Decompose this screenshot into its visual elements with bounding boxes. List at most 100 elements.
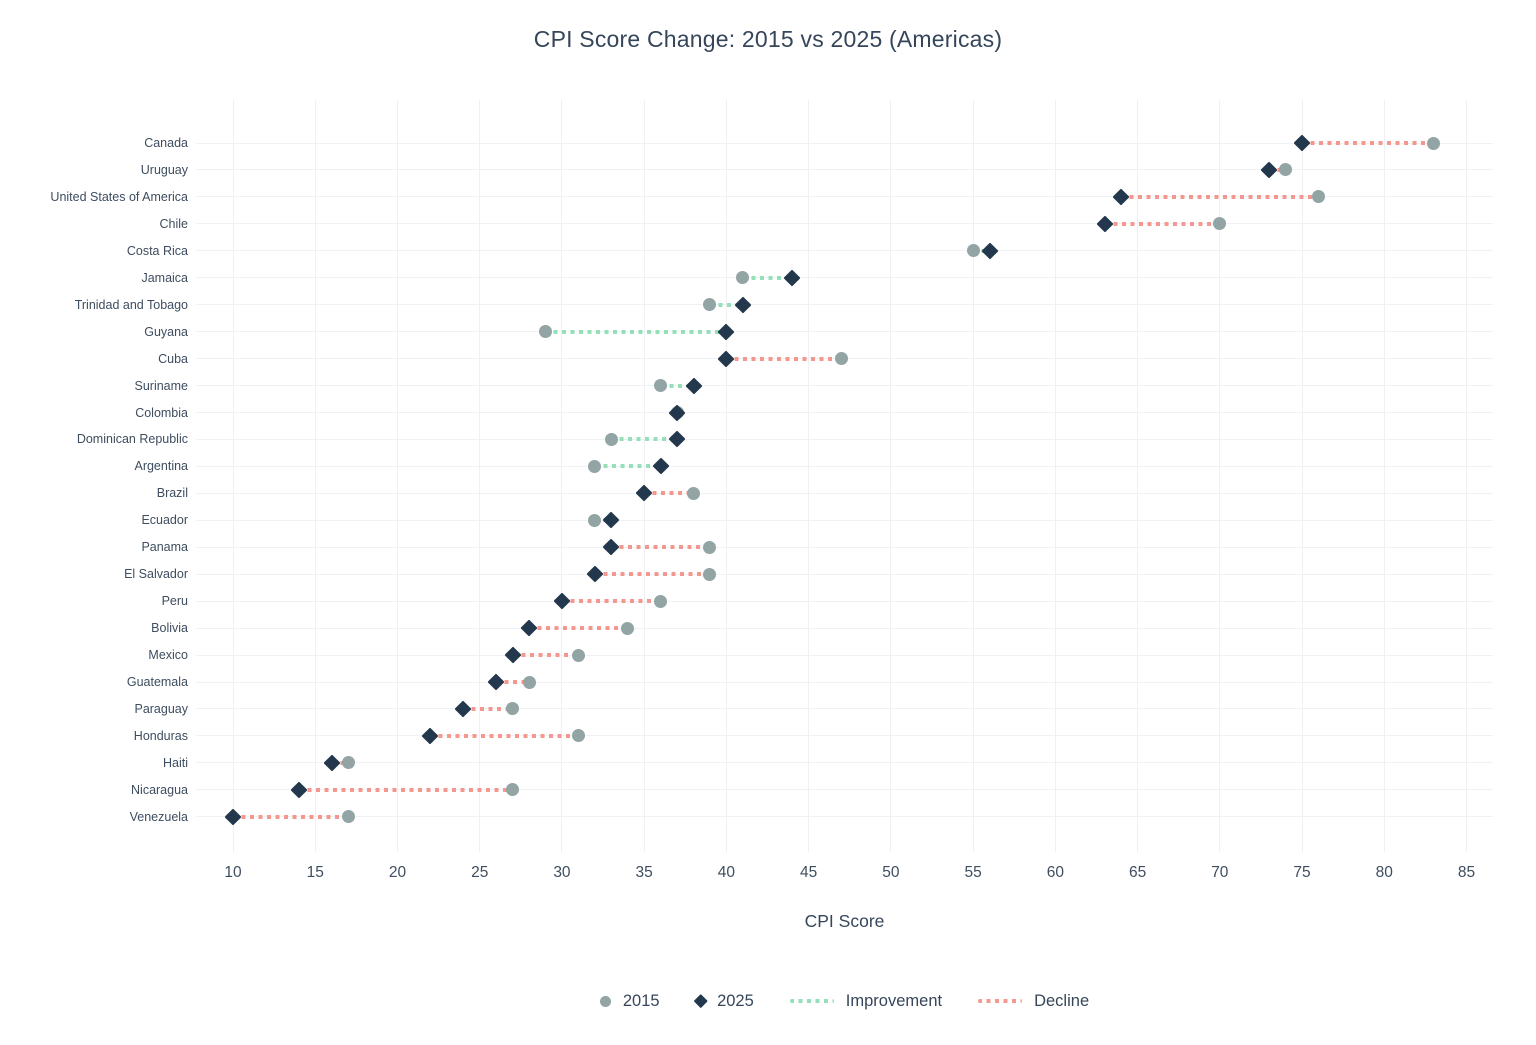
row-label-guyana: Guyana bbox=[144, 324, 188, 339]
row-label-chile: Chile bbox=[159, 216, 189, 231]
gridline-horizontal bbox=[196, 277, 1493, 279]
gridline-horizontal bbox=[196, 708, 1493, 710]
marker-2025-diamond bbox=[981, 242, 999, 260]
gridline-vertical bbox=[643, 100, 645, 852]
row-label-venezuela: Venezuela bbox=[129, 809, 188, 824]
legend-label: Improvement bbox=[845, 991, 943, 1010]
gridline-vertical bbox=[314, 100, 316, 852]
marker-2015-dot bbox=[506, 783, 520, 797]
connector-decline bbox=[529, 626, 628, 631]
legend-item-2025[interactable]: 2025 bbox=[693, 991, 754, 1011]
marker-2025-diamond bbox=[685, 377, 703, 395]
connector-improvement bbox=[545, 329, 727, 334]
marker-2015-dot bbox=[341, 810, 355, 824]
marker-2015-dot bbox=[604, 432, 618, 446]
x-tick-label: 80 bbox=[1375, 864, 1393, 881]
gridline-vertical bbox=[1219, 100, 1221, 852]
connector-decline bbox=[512, 653, 579, 658]
x-tick-label: 75 bbox=[1293, 864, 1311, 881]
marker-2025-diamond bbox=[1260, 161, 1278, 179]
connector-improvement bbox=[709, 302, 743, 307]
connector-decline bbox=[1104, 221, 1220, 226]
marker-2025-diamond bbox=[224, 808, 242, 826]
row-label-argentina: Argentina bbox=[134, 459, 188, 474]
gridline-horizontal bbox=[196, 735, 1493, 737]
x-tick-label: 15 bbox=[306, 864, 324, 881]
marker-2015-dot bbox=[1427, 136, 1441, 150]
x-tick-label: 50 bbox=[882, 864, 900, 881]
marker-2025-diamond bbox=[668, 430, 686, 448]
gridline-vertical bbox=[890, 100, 892, 852]
chart-title: CPI Score Change: 2015 vs 2025 (Americas… bbox=[533, 26, 1003, 52]
legend: 2015 2025 Improvement Decline bbox=[196, 986, 1493, 1016]
marker-2015-dot bbox=[687, 486, 701, 500]
row-label-cuba: Cuba bbox=[158, 351, 188, 366]
marker-2015-dot bbox=[654, 379, 668, 393]
legend-item-improvement[interactable]: Improvement bbox=[789, 991, 943, 1011]
gridline-vertical bbox=[1054, 100, 1056, 852]
legend-label: 2025 bbox=[717, 991, 754, 1010]
marker-2015-dot bbox=[506, 702, 520, 716]
gridline-horizontal bbox=[196, 465, 1493, 467]
marker-2025-diamond bbox=[323, 754, 341, 772]
gridline-horizontal bbox=[196, 331, 1493, 333]
row-label-nicaragua: Nicaragua bbox=[131, 782, 188, 797]
x-tick-label: 20 bbox=[388, 864, 407, 881]
x-tick-label: 55 bbox=[964, 864, 982, 881]
marker-2025-diamond bbox=[1293, 134, 1311, 152]
circle-2015-icon bbox=[599, 995, 611, 1007]
gridline-vertical bbox=[479, 100, 481, 852]
connector-decline bbox=[594, 572, 710, 577]
marker-2015-dot bbox=[571, 729, 585, 743]
marker-2025-diamond bbox=[602, 511, 620, 529]
marker-2025-diamond bbox=[717, 350, 735, 368]
marker-2015-dot bbox=[588, 459, 602, 473]
marker-2025-diamond bbox=[602, 538, 620, 556]
gridline-horizontal bbox=[196, 169, 1493, 171]
gridline-horizontal bbox=[196, 438, 1493, 440]
marker-2025-diamond bbox=[1096, 215, 1114, 233]
connector-decline bbox=[298, 787, 513, 792]
gridline-vertical bbox=[232, 100, 234, 852]
gridline-horizontal bbox=[196, 385, 1493, 387]
gridline-vertical bbox=[1137, 100, 1139, 852]
connector-decline bbox=[233, 814, 349, 819]
row-label-costa-rica: Costa Rica bbox=[126, 243, 188, 258]
legend-label: 2015 bbox=[622, 991, 660, 1010]
row-label-uruguay: Uruguay bbox=[140, 162, 188, 177]
connector-decline bbox=[1302, 141, 1434, 145]
x-tick-label: 45 bbox=[800, 864, 818, 881]
marker-2025-diamond bbox=[421, 727, 439, 745]
gridline-horizontal bbox=[196, 142, 1493, 144]
x-tick-label: 70 bbox=[1211, 864, 1229, 881]
marker-2015-dot bbox=[571, 648, 585, 662]
gridline-horizontal bbox=[196, 573, 1493, 575]
row-label-colombia: Colombia bbox=[135, 405, 188, 420]
row-label-honduras: Honduras bbox=[133, 728, 188, 743]
gridline-vertical bbox=[1466, 100, 1468, 852]
gridline-vertical bbox=[725, 100, 727, 852]
gridline-vertical bbox=[561, 100, 563, 852]
row-label-suriname: Suriname bbox=[134, 378, 189, 393]
legend-item-2015[interactable]: 2015 bbox=[599, 991, 660, 1011]
connector-improvement bbox=[742, 275, 793, 280]
marker-2025-diamond bbox=[783, 269, 801, 287]
legend-item-decline[interactable]: Decline bbox=[978, 992, 1089, 1011]
connector-decline bbox=[430, 733, 579, 738]
marker-2015-dot bbox=[341, 756, 355, 770]
marker-2015-dot bbox=[1213, 217, 1227, 231]
marker-2015-dot bbox=[621, 621, 635, 635]
gridline-vertical bbox=[396, 100, 398, 852]
gridline-vertical bbox=[1301, 100, 1303, 852]
connector-decline bbox=[726, 356, 842, 361]
connector-decline bbox=[1121, 194, 1319, 199]
gridline-vertical bbox=[1383, 100, 1385, 852]
marker-2015-dot bbox=[522, 675, 536, 689]
row-label-haiti: Haiti bbox=[162, 755, 188, 770]
marker-2025-diamond bbox=[586, 565, 604, 583]
x-tick-label: 35 bbox=[635, 864, 653, 881]
gridline-horizontal bbox=[196, 412, 1493, 413]
marker-2025-diamond bbox=[290, 781, 308, 799]
marker-2025-diamond bbox=[652, 457, 670, 475]
